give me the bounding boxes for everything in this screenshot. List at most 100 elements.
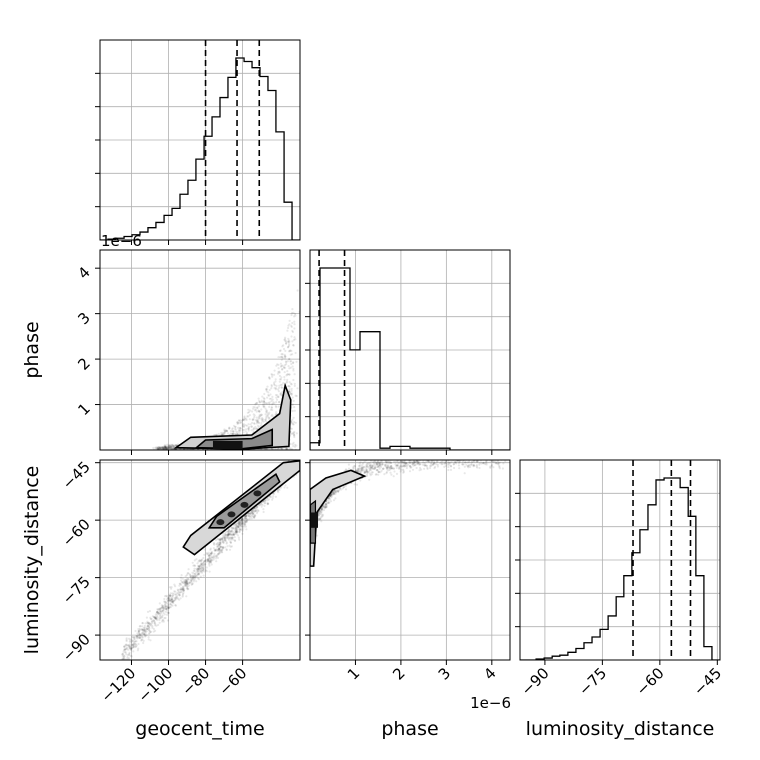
sample-point (398, 456, 400, 458)
sample-point (485, 462, 488, 465)
sample-point (247, 427, 250, 430)
sample-point (161, 446, 164, 449)
sample-point (166, 601, 169, 604)
sample-point (126, 647, 129, 650)
sample-point (225, 548, 228, 552)
sample-point (361, 468, 364, 471)
sample-point (240, 520, 243, 523)
sample-point (237, 536, 240, 539)
sample-point (332, 499, 336, 502)
sample-point (499, 455, 501, 457)
sample-point (155, 610, 159, 614)
sample-point (210, 559, 213, 562)
sample-point (163, 445, 166, 448)
sample-point (267, 413, 270, 416)
sample-point (169, 594, 172, 598)
sample-point (447, 461, 450, 464)
sample-point (376, 465, 379, 468)
sample-point (266, 502, 269, 505)
sample-point (186, 582, 189, 585)
sample-point (251, 410, 254, 413)
sample-point (404, 462, 407, 465)
sample-point (203, 570, 206, 573)
sample-point (325, 506, 328, 509)
sample-point (376, 461, 380, 464)
sample-point (243, 419, 246, 422)
sample-point (373, 456, 375, 458)
sample-point (143, 633, 146, 636)
sample-point (284, 366, 287, 369)
sample-point (463, 465, 466, 468)
sample-point (169, 592, 172, 595)
sample-point (210, 559, 213, 563)
sample-point (251, 514, 254, 517)
sample-point (203, 560, 206, 563)
sample-point (227, 532, 230, 536)
sample-point (408, 461, 411, 464)
sample-point (227, 530, 230, 533)
sample-point (325, 503, 328, 506)
sample-point (243, 515, 246, 518)
sample-point (241, 521, 244, 524)
sample-point (241, 517, 244, 521)
sample-point (127, 657, 131, 660)
sample-point (232, 531, 235, 534)
sample-point (266, 413, 269, 417)
sample-point (127, 644, 130, 647)
sample-point (248, 418, 251, 421)
sample-point (142, 641, 145, 645)
sample-point (181, 594, 184, 597)
sample-point (385, 466, 388, 469)
sample-point (158, 447, 161, 450)
sample-point (402, 461, 406, 464)
sample-point (237, 524, 240, 527)
sample-point (287, 339, 291, 342)
sample-point (158, 445, 161, 449)
sample-point (283, 486, 286, 489)
sample-point (228, 544, 231, 547)
sample-point (148, 610, 151, 613)
sample-point (255, 422, 259, 425)
sample-point (285, 380, 289, 383)
sample-point (256, 406, 259, 409)
panel-frame (99, 459, 301, 661)
sample-point (241, 519, 244, 522)
sample-point (418, 463, 421, 466)
sample-point (200, 562, 203, 565)
sample-point (234, 527, 237, 530)
sample-point (154, 629, 157, 632)
sample-point (287, 340, 290, 343)
sample-point (267, 401, 270, 404)
sample-point (446, 463, 449, 466)
sample-point (357, 468, 360, 471)
sample-point (180, 579, 183, 582)
sample-point (219, 539, 222, 542)
sample-point (273, 381, 276, 384)
sample-point (275, 398, 279, 401)
sample-point (320, 508, 323, 511)
sample-point (168, 445, 172, 449)
sample-point (413, 458, 415, 460)
sample-point (282, 365, 285, 369)
y-tick-label: 3 (74, 309, 93, 328)
sample-point (368, 463, 371, 466)
sample-point (164, 605, 167, 609)
sample-point (224, 531, 227, 534)
sample-point (268, 416, 271, 419)
sample-point (184, 580, 187, 583)
sample-point (320, 515, 323, 518)
sample-point (398, 457, 400, 459)
sample-point (158, 446, 161, 449)
sample-point (219, 545, 222, 548)
sample-point (267, 394, 270, 397)
sample-point (167, 444, 170, 447)
sample-point (334, 492, 337, 496)
sample-point (501, 467, 504, 470)
sample-point (256, 420, 259, 423)
sample-point (289, 456, 291, 458)
sample-point (241, 517, 244, 521)
sample-point (227, 532, 230, 535)
sample-point (169, 443, 172, 446)
sample-point (132, 650, 135, 653)
sample-point (285, 381, 288, 384)
